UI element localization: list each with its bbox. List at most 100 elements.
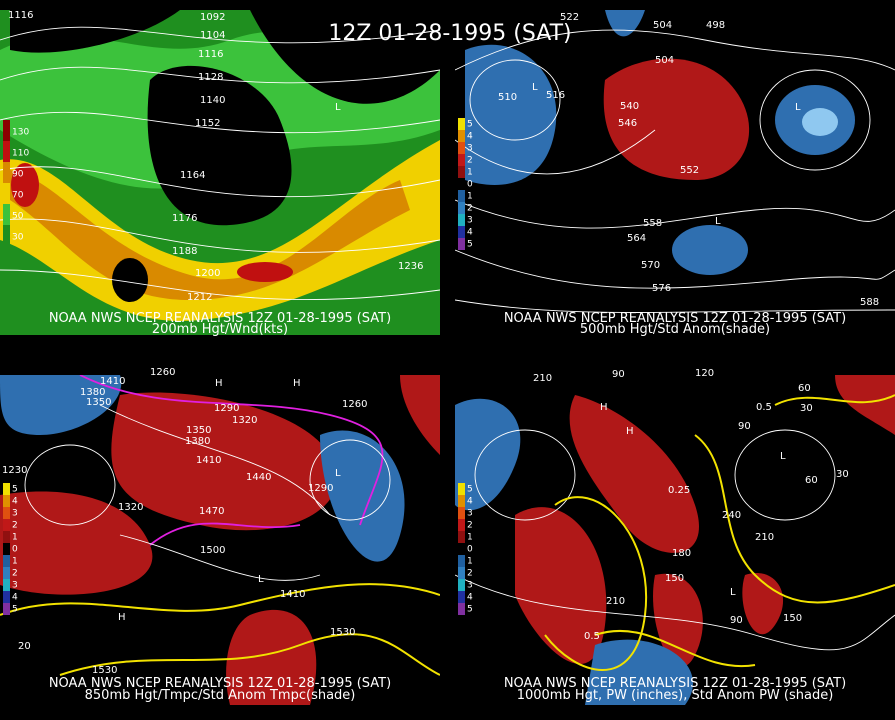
contour-label: L <box>258 574 264 585</box>
contour-label: 504 <box>653 20 672 31</box>
legend-swatch <box>458 495 465 507</box>
legend-swatch <box>3 519 10 531</box>
legend-label: 4 <box>467 131 473 141</box>
contour-label: 1380 <box>80 387 105 398</box>
legend-label: 70 <box>12 191 24 201</box>
legend-swatch <box>3 183 10 204</box>
legend-swatch <box>458 591 465 603</box>
map-panel-200mb <box>0 10 440 335</box>
legend-swatch <box>458 238 465 250</box>
caption: NOAA NWS NCEP REANALYSIS 12Z 01-28-1995 … <box>504 311 846 326</box>
contour-label: H <box>118 612 126 623</box>
legend-swatch <box>3 204 10 225</box>
legend-swatch <box>458 507 465 519</box>
contour-label: 504 <box>655 55 674 66</box>
contour-label: 1350 <box>86 397 111 408</box>
contour-label: 90 <box>730 615 743 626</box>
contour-label: 150 <box>783 613 802 624</box>
legend-swatch <box>458 519 465 531</box>
contour-label: 1188 <box>172 246 197 257</box>
labels: NOAA NWS NCEP REANALYSIS 12Z 01-28-1995 … <box>2 10 879 703</box>
legend-label: 3 <box>12 508 18 518</box>
legend-label: 3 <box>467 580 473 590</box>
legend-swatch <box>3 567 10 579</box>
legend-label: 2 <box>467 568 473 578</box>
legend-swatch <box>3 162 10 183</box>
legend-label: 5 <box>12 604 18 614</box>
contour-label: 1380 <box>185 436 210 447</box>
contour-label: 180 <box>672 548 691 559</box>
contour-label: 210 <box>606 596 625 607</box>
legend-swatch <box>458 226 465 238</box>
caption-sub: 1000mb Hgt, PW (inches), Std Anom PW (sh… <box>517 688 834 703</box>
contour-label: 1176 <box>172 213 197 224</box>
contour-label: 564 <box>627 233 646 244</box>
contour-label: 1212 <box>187 292 212 303</box>
contour-label: 60 <box>798 383 811 394</box>
contour-label: 546 <box>618 118 637 129</box>
legend-swatch <box>458 130 465 142</box>
contour-label: L <box>730 587 736 598</box>
contour-label: 210 <box>533 373 552 384</box>
contour-label: 1320 <box>232 415 257 426</box>
contour-label: L <box>532 82 538 93</box>
contour-label: 498 <box>706 20 725 31</box>
contour-label: 1500 <box>200 545 225 556</box>
contour-label: L <box>335 468 341 479</box>
legend-swatch <box>3 603 10 615</box>
contour-label: 1236 <box>398 261 423 272</box>
legends: 1301109070503054321012345543210123455432… <box>3 118 473 615</box>
legend-swatch <box>458 567 465 579</box>
contour-label: 1104 <box>200 30 225 41</box>
contour-label: 1290 <box>214 403 239 414</box>
contour-label: 0.5 <box>584 631 600 642</box>
legend-swatch <box>458 483 465 495</box>
caption: NOAA NWS NCEP REANALYSIS 12Z 01-28-1995 … <box>49 311 391 326</box>
legend-swatch <box>3 555 10 567</box>
contour-label: 1140 <box>200 95 225 106</box>
legend-swatch <box>458 190 465 202</box>
contour-label: 30 <box>836 469 849 480</box>
legend-swatch <box>3 495 10 507</box>
legend-label: 2 <box>467 203 473 213</box>
legend-label: 5 <box>467 119 473 129</box>
legend-label: 3 <box>467 215 473 225</box>
legend-label: 1 <box>12 556 18 566</box>
legend-label: 30 <box>12 233 24 243</box>
legend-swatch <box>458 118 465 130</box>
map-panel-850mb <box>0 375 440 705</box>
contour-label: 1440 <box>246 472 271 483</box>
contour-label: 576 <box>652 283 671 294</box>
legend-label: 1 <box>467 556 473 566</box>
legend-label: 90 <box>12 170 24 180</box>
contour-label: H <box>293 378 301 389</box>
contour-label: 1410 <box>280 589 305 600</box>
legend-swatch <box>458 202 465 214</box>
legend-label: 0 <box>467 179 473 189</box>
legend-swatch <box>3 483 10 495</box>
contour-label: L <box>780 451 786 462</box>
contour-label: 20 <box>18 641 31 652</box>
contour-label: 1260 <box>342 399 367 410</box>
contour-label: 540 <box>620 101 639 112</box>
caption-sub: 200mb Hgt/Wnd(kts) <box>152 322 288 337</box>
legend-swatch <box>3 531 10 543</box>
contour-label: 558 <box>643 218 662 229</box>
contour-label: 516 <box>546 90 565 101</box>
legend-swatch <box>458 531 465 543</box>
legend-label: 5 <box>12 484 18 494</box>
contour-label: 588 <box>860 297 879 308</box>
legend-label: 4 <box>467 496 473 506</box>
legend-label: 0 <box>12 544 18 554</box>
contour-label: L <box>335 102 341 113</box>
legend-label: 4 <box>467 592 473 602</box>
legend-label: 1 <box>467 532 473 542</box>
contour-label: 1116 <box>198 49 223 60</box>
contour-label: L <box>715 216 721 227</box>
contour-label: 1410 <box>100 376 125 387</box>
caption-sub: 500mb Hgt/Std Anom(shade) <box>580 322 770 337</box>
contour-label: H <box>626 426 634 437</box>
legend-swatch <box>3 543 10 555</box>
contour-label: 1116 <box>8 10 33 21</box>
legend-label: 50 <box>12 212 24 222</box>
